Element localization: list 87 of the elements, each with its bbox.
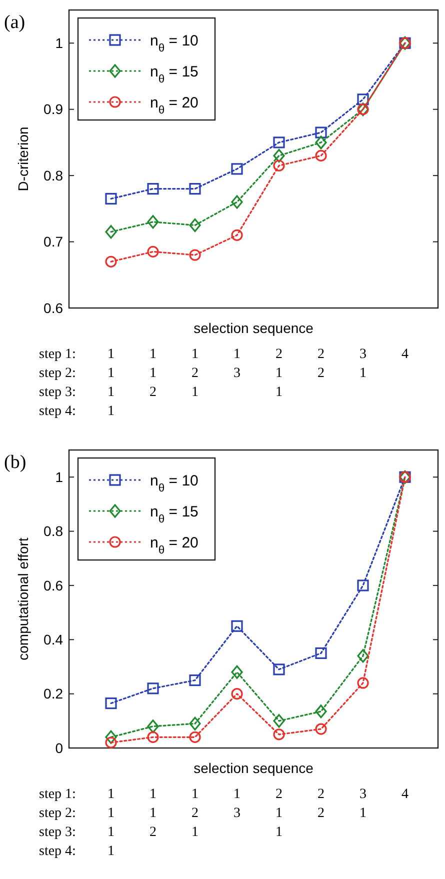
text: step 3: (39, 385, 76, 400)
x-tick-label: 1 1 1 1 (108, 347, 114, 419)
point (273, 160, 285, 172)
point (231, 163, 243, 175)
point (315, 704, 327, 718)
x-tick-label: 2 1 1 (276, 347, 282, 400)
legend-label: n$_{θ}$ = 15 (150, 503, 198, 526)
point (315, 723, 327, 735)
x-axis-title: selection sequence (194, 760, 314, 776)
point (231, 229, 243, 241)
legend-label: n$_{θ}$ = 10 (150, 472, 198, 494)
point (315, 136, 327, 150)
point (189, 674, 201, 686)
point (357, 580, 369, 592)
point (105, 256, 117, 268)
point (273, 728, 285, 740)
text: step 1: (39, 347, 76, 362)
x-tick-label: 1 1 1 1 (108, 787, 114, 859)
x-tick-label: 1 2 1 (192, 787, 198, 840)
point (315, 126, 327, 138)
point (147, 215, 159, 229)
point (105, 736, 117, 748)
text: step 1: (39, 787, 76, 802)
text: step 3: (39, 825, 76, 840)
x-tick-label: 2 2 (318, 347, 324, 381)
point (231, 665, 243, 679)
point (189, 183, 201, 195)
legend-label: n$_{θ}$ = 10 (150, 32, 198, 54)
point (231, 688, 243, 700)
x-tick-label: 4 (402, 787, 408, 802)
text: step 4: (39, 844, 76, 859)
point (231, 620, 243, 632)
point (147, 183, 159, 195)
text: step 2: (39, 806, 76, 821)
point (189, 249, 201, 261)
legend-label: n$_{θ}$ = 15 (150, 63, 198, 86)
y-tick-label: 0.6 (44, 577, 64, 594)
point (315, 150, 327, 162)
y-tick-label: 0.7 (44, 234, 64, 250)
x-tick-label: 2 2 (318, 787, 324, 821)
point (147, 246, 159, 258)
point (147, 731, 159, 743)
y-tick-label: 0.4 (44, 632, 64, 648)
y-tick-label: 0.8 (44, 167, 64, 184)
point (105, 698, 117, 710)
x-tick-label: 2 1 1 (276, 787, 282, 840)
x-tick-label: 1 3 (234, 347, 240, 381)
x-tick-label: 1 3 (234, 787, 240, 821)
point (357, 649, 369, 663)
x-tick-label: 1 1 2 (150, 347, 156, 400)
x-tick-label: 1 2 1 (192, 347, 198, 400)
point (147, 720, 159, 734)
point (189, 218, 201, 232)
x-tick-label: 1 1 2 (150, 787, 156, 840)
point (231, 195, 243, 209)
y-tick-label: 0.6 (44, 300, 64, 316)
chart-title: (a) (4, 12, 26, 33)
point (273, 148, 285, 162)
point (105, 225, 117, 239)
point (105, 730, 117, 744)
point (357, 677, 369, 689)
text: step 4: (39, 404, 76, 419)
x-axis-title: selection sequence (194, 320, 314, 336)
point (357, 94, 369, 106)
legend-label: n$_{θ}$ = 20 (150, 94, 198, 116)
point (147, 682, 159, 694)
point (189, 716, 201, 730)
x-tick-label: 3 1 (360, 787, 366, 821)
y-axis-title: D-criterion (14, 126, 31, 192)
point (273, 714, 285, 728)
point (189, 731, 201, 743)
point (273, 664, 285, 676)
y-tick-label: 0.2 (44, 686, 64, 702)
y-tick-label: 0 (55, 740, 64, 756)
y-axis-title: computational effort (14, 538, 31, 660)
point (273, 136, 285, 148)
chart-title: (b) (4, 452, 26, 473)
y-tick-label: 1 (55, 35, 64, 52)
point (105, 192, 117, 205)
y-tick-label: 1 (55, 468, 64, 485)
x-tick-label: 4 (402, 347, 408, 362)
y-tick-label: 0.9 (44, 101, 64, 118)
text: step 2: (39, 366, 76, 381)
x-tick-label: 3 1 (360, 347, 366, 381)
y-tick-label: 0.8 (44, 523, 64, 540)
point (315, 647, 327, 659)
legend-label: n$_{θ}$ = 20 (150, 534, 198, 556)
